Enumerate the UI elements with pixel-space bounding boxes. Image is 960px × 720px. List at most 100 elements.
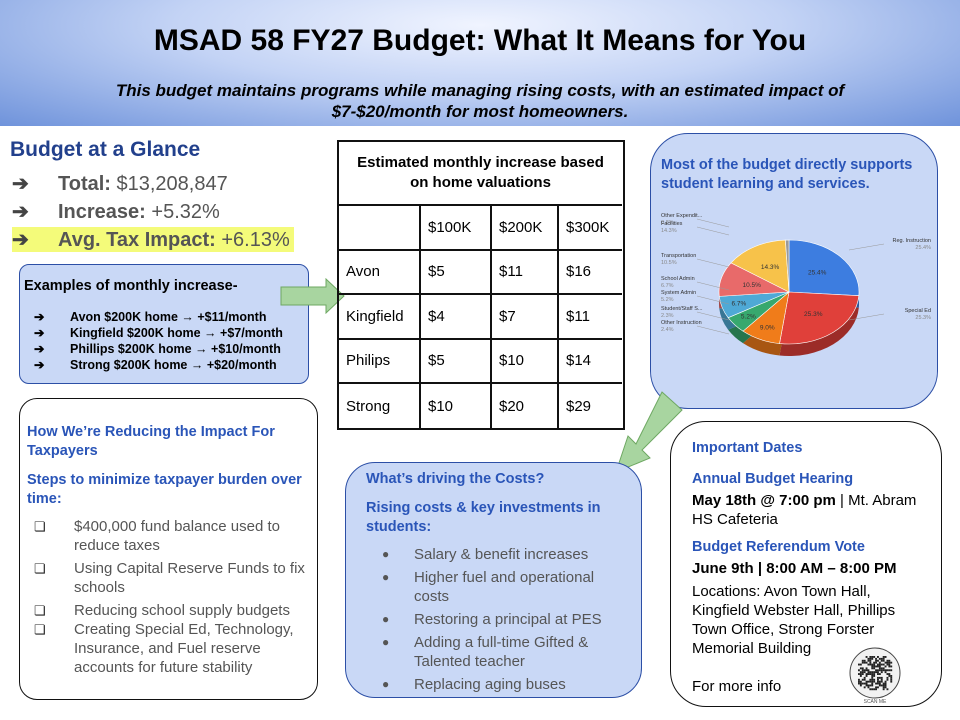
- qr-module: [884, 661, 887, 664]
- qr-module: [865, 680, 868, 683]
- bullet-icon: ●: [382, 570, 390, 584]
- list-item-text: Reducing school supply budgets: [74, 602, 290, 619]
- example-item: ➔ Phillips $200K home → +$10/month: [34, 341, 281, 356]
- qr-module: [878, 667, 881, 670]
- qr-module: [858, 682, 860, 685]
- table-cell: Strong: [339, 384, 421, 429]
- dates-title: Important Dates: [692, 440, 803, 456]
- list-item-text: Higher fuel and operational costs: [414, 569, 595, 605]
- pie-outside-label: School Admin: [661, 276, 695, 282]
- qr-module: [880, 669, 883, 672]
- qr-module: [861, 673, 864, 675]
- qr-module: [869, 661, 872, 664]
- pie-chart-card: Most of the budget directly supports stu…: [650, 133, 938, 409]
- qr-module: [878, 663, 881, 666]
- qr-module: [858, 678, 860, 681]
- reducing-impact-card: How We’re Reducing the Impact For Taxpay…: [19, 398, 318, 700]
- hearing-details: May 18th @ 7:00 pm | Mt. Abram HS Cafete…: [692, 491, 932, 529]
- list-item: ❏ Using Capital Reserve Funds to fix scho…: [34, 559, 314, 597]
- qr-module: [869, 688, 872, 691]
- qr-module: [877, 678, 879, 681]
- glance-label: Increase:: [58, 201, 146, 223]
- arrow-icon: ➔: [12, 173, 29, 195]
- qr-module: [871, 656, 874, 658]
- hearing-where: | Mt. Abram HS Cafeteria: [692, 492, 917, 528]
- bullet-icon: ●: [382, 612, 390, 626]
- pie-outside-label: Transportation: [661, 253, 696, 259]
- pie-outside-pct: 6.7%: [661, 283, 674, 289]
- examples-card: Examples of monthly increase- ➔ Avon $200…: [19, 264, 309, 384]
- page-title: MSAD 58 FY27 Budget: What It Means for Y…: [153, 24, 807, 57]
- pie-outside-pct: 5.2%: [661, 297, 674, 303]
- qr-code-icon[interactable]: SCAN ME: [845, 646, 905, 706]
- qr-module: [888, 675, 891, 677]
- glance-increase: ➔ Increase: +5.32%: [12, 199, 220, 224]
- qr-module: [871, 667, 874, 670]
- qr-module: [873, 656, 876, 658]
- qr-module: [886, 661, 889, 664]
- pie-leader-line: [696, 218, 730, 228]
- qr-module: [867, 657, 870, 660]
- example-item: ➔ Kingfield $200K home → +$7/month: [34, 325, 283, 340]
- qr-module: [873, 667, 876, 670]
- qr-module: [859, 682, 862, 685]
- arrow-icon: ➔: [12, 229, 29, 251]
- qr-module: [867, 686, 870, 689]
- hearing-when: May 18th @ 7:00 pm: [692, 492, 836, 509]
- qr-module: [875, 659, 877, 662]
- qr-module: [871, 676, 874, 679]
- qr-module: [873, 680, 876, 683]
- pie-inner-label: 25.3%: [804, 311, 823, 318]
- qr-module: [884, 671, 887, 674]
- table-cell: $10: [492, 339, 559, 382]
- pie-slice: [788, 239, 860, 297]
- qr-module: [878, 665, 881, 668]
- table-cell: $14: [566, 352, 592, 370]
- glance-value: +6.13%: [215, 229, 290, 251]
- qr-module: [882, 688, 885, 691]
- costs-card: What’s driving the Costs? Rising costs &…: [345, 462, 642, 698]
- examples-title: Examples of monthly increase-: [24, 278, 238, 294]
- pie-slice: [785, 239, 790, 293]
- qr-module: [871, 665, 874, 668]
- qr-module: [882, 682, 885, 685]
- qr-module: [859, 675, 862, 677]
- pie-outside-label: Facilities: [661, 221, 683, 227]
- qr-module: [877, 680, 879, 683]
- qr-module: [886, 669, 889, 672]
- qr-module: [867, 671, 870, 674]
- qr-module: [861, 659, 864, 662]
- pie-leader-line: [848, 313, 885, 321]
- pie-outside-pct: 2.4%: [661, 327, 674, 333]
- qr-module: [858, 680, 860, 683]
- qr-module: [861, 671, 864, 674]
- list-item-text: Salary & benefit increases: [414, 546, 589, 563]
- pie-leader-line: [696, 295, 730, 305]
- bullet-icon: ●: [382, 547, 390, 561]
- qr-module: [884, 669, 887, 672]
- vote-when: June 9th | 8:00 AM – 8:00 PM: [692, 560, 897, 577]
- qr-module: [877, 686, 879, 689]
- list-item-text: Using Capital Reserve Funds to fix schoo…: [74, 560, 305, 596]
- qr-module: [873, 661, 876, 664]
- qr-module: [867, 673, 870, 675]
- qr-module: [869, 657, 872, 660]
- arrow-icon: ➔: [34, 358, 45, 372]
- qr-module: [867, 663, 870, 666]
- vote-locations: Locations: Avon Town Hall, Kingfield Web…: [692, 583, 896, 657]
- qr-module: [859, 671, 862, 674]
- pie-outside-pct: 25.4%: [915, 245, 931, 251]
- qr-module: [884, 686, 887, 689]
- table-cell: $4: [421, 295, 492, 338]
- qr-module: [886, 678, 889, 681]
- checkbox-icon: ❏: [34, 561, 46, 576]
- qr-module: [890, 675, 893, 677]
- qr-module: [888, 665, 891, 668]
- qr-module: [890, 678, 893, 681]
- qr-module: [871, 663, 874, 666]
- qr-module: [875, 682, 877, 685]
- qr-module: [859, 663, 862, 666]
- qr-module: [863, 661, 866, 664]
- glance-label: Total:: [58, 173, 111, 195]
- budget-pie-chart: 25.4% 25.3% 9.0% 5.2% 6.7% 10.5% 14.3% Other E…: [661, 213, 931, 356]
